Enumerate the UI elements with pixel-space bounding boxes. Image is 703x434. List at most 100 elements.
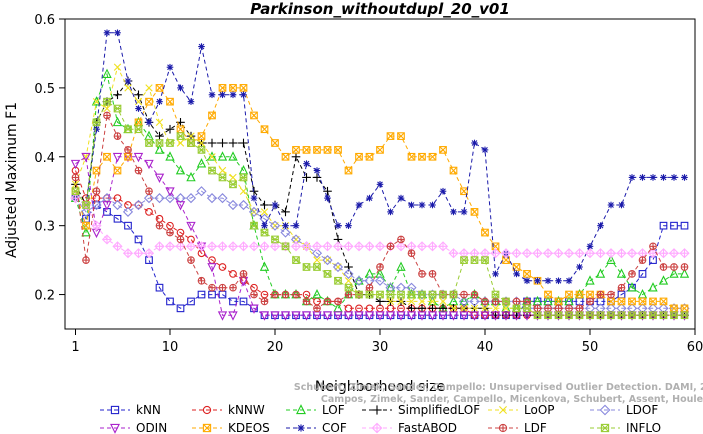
point-cof (313, 167, 321, 174)
series-ldf (71, 111, 689, 313)
point-loop (187, 132, 195, 140)
point-loop (470, 304, 479, 313)
point-inflo (638, 311, 647, 320)
point-simplifiedlof (218, 138, 227, 148)
point-knn (659, 221, 668, 230)
point-cof (250, 194, 258, 202)
point-simplifiedlof (312, 173, 322, 182)
point-loop (344, 277, 353, 285)
point-odin (438, 311, 448, 321)
point-kdeos (355, 152, 363, 161)
point-ldf (145, 187, 153, 196)
point-inflo (82, 201, 90, 209)
point-odin (175, 201, 186, 211)
series-cof (72, 29, 688, 285)
point-inflo (407, 290, 416, 299)
point-loop (71, 180, 80, 189)
point-ldof (248, 206, 260, 217)
point-inflo (176, 132, 185, 140)
point-simplifiedlof (165, 124, 175, 134)
point-ldf (134, 166, 143, 175)
point-ldf (586, 297, 594, 306)
point-odin (249, 304, 259, 314)
point-ldf (166, 228, 174, 237)
x-tick-label: 50 (582, 340, 599, 355)
legend-item-knn: kNN (100, 403, 161, 417)
point-inflo (166, 139, 174, 147)
point-ldf (638, 256, 647, 264)
point-ldf (491, 297, 500, 306)
point-inflo (512, 304, 521, 313)
point-inflo (355, 290, 363, 299)
point-fastabod (427, 241, 438, 252)
point-cof (166, 63, 174, 71)
point-simplifiedlof (375, 297, 385, 306)
y-tick-label: 0.3 (34, 220, 55, 235)
point-kdeos (208, 111, 216, 120)
point-kdeos (250, 111, 258, 120)
point-odin (501, 311, 511, 321)
point-ldof (332, 261, 344, 273)
point-ldf (607, 290, 615, 299)
point-simplifiedlof (281, 207, 290, 217)
point-loop (103, 104, 111, 113)
point-kdeos (460, 187, 468, 196)
point-lof (396, 261, 406, 271)
point-cof (366, 194, 373, 202)
point-knn (187, 297, 195, 306)
point-ldf (124, 146, 132, 154)
series-lof (70, 68, 690, 313)
point-ldof (395, 282, 407, 293)
point-inflo (281, 242, 290, 251)
point-odin (280, 311, 291, 321)
point-kdeos (323, 146, 332, 154)
point-odin (385, 311, 396, 321)
series-line-kdeos (75, 87, 685, 309)
point-fastabod (311, 241, 323, 252)
point-inflo (670, 311, 678, 320)
y-tick-label: 0.5 (34, 82, 55, 97)
point-ldf (292, 290, 300, 299)
legend-label-knn: kNN (136, 403, 161, 417)
point-inflo (628, 311, 636, 320)
legend-marker-simplifiedlof (372, 405, 382, 415)
point-kdeos (407, 152, 416, 161)
point-fastabod (490, 248, 501, 259)
point-cof (607, 201, 615, 209)
point-ldf (386, 242, 395, 251)
point-kdeos (575, 290, 584, 299)
point-inflo (439, 290, 447, 299)
point-odin (238, 276, 249, 287)
point-fastabod (469, 248, 480, 259)
point-ldf (565, 304, 573, 313)
point-fastabod (227, 241, 239, 252)
y-axis: 0.2 0.3 0.4 0.5 0.6 (34, 13, 65, 304)
point-kdeos (428, 152, 437, 161)
point-cof (450, 208, 457, 216)
point-knn (155, 283, 164, 292)
point-cof (345, 222, 352, 229)
point-ldf (302, 297, 311, 306)
point-ldof (647, 303, 659, 314)
point-lof (312, 289, 322, 299)
point-inflo (239, 173, 248, 182)
point-inflo (197, 146, 206, 154)
x-tick-label: 1 (71, 340, 79, 355)
point-fastabod (553, 248, 564, 259)
y-axis-title: Adjusted Maximum F1 (4, 102, 20, 258)
point-inflo (397, 290, 405, 299)
point-odin (469, 311, 480, 321)
point-loop (145, 84, 153, 92)
point-ldof (658, 303, 669, 314)
point-inflo (271, 235, 279, 244)
point-inflo (376, 290, 384, 299)
point-lof (354, 275, 364, 285)
point-cof (660, 174, 667, 181)
point-cof (565, 277, 573, 285)
point-odin (112, 152, 123, 163)
point-ldf (460, 290, 468, 299)
legend-marker-knn (110, 405, 120, 415)
point-lof (606, 254, 616, 264)
y-tick-label: 0.4 (34, 151, 55, 166)
point-odin (343, 311, 354, 321)
